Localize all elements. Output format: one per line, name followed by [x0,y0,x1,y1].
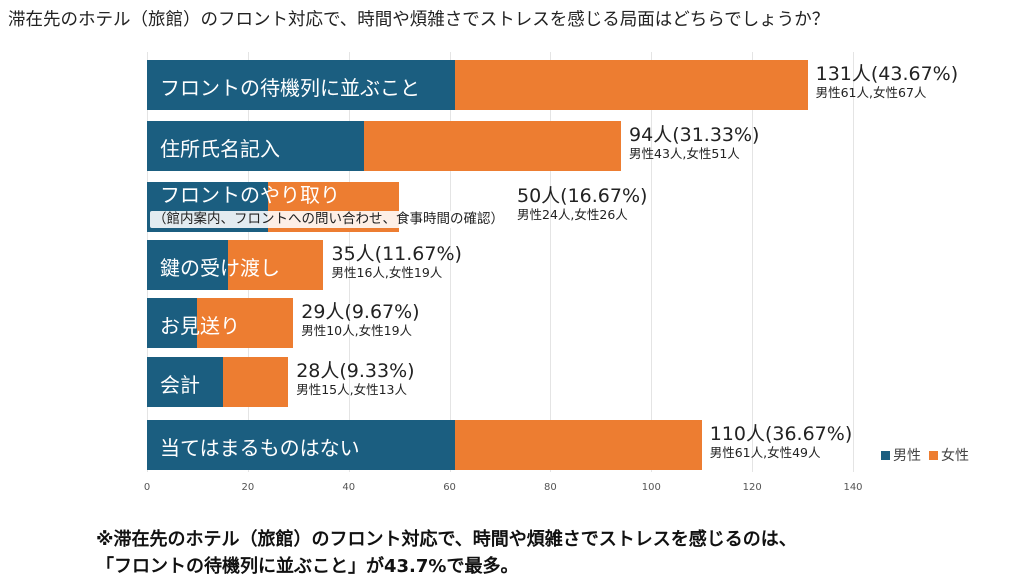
value-label: 110人(36.67%) 男性61人,女性49人 [710,423,853,461]
bar-male [147,298,198,348]
legend-label-male: 男性 [893,448,921,464]
total-label: 28人(9.33%) [296,360,415,382]
gender-breakdown-label: 男性15人,女性13人 [296,382,407,397]
bar-female [454,420,702,470]
gender-breakdown-label: 男性16人,女性19人 [331,265,443,280]
gender-breakdown-label: 男性24人,女性26人 [517,207,628,222]
x-tick-label: 140 [843,482,863,493]
total-label: 94人(31.33%) [629,124,760,146]
legend-swatch-male [881,451,890,460]
total-label: 131人(43.67%) [815,63,959,85]
value-label: 28人(9.33%) 男性15人,女性13人 [296,360,414,398]
category-label: 住所氏名記入 [160,137,280,161]
category-sublabel: （館内案内、フロントへの問い合わせ、食事時間の確認） [150,211,507,228]
value-label: 50人(16.67%) 男性24人,女性26人 [517,185,647,223]
gridline [449,52,451,472]
x-tick-label: 80 [544,482,557,493]
bar-female [197,298,294,348]
legend-swatch-female [929,451,938,460]
value-label: 29人(9.67%) 男性10人,女性19人 [301,301,419,339]
category-label: フロントのやり取り [160,183,340,207]
gender-breakdown-label: 男性61人,女性67人 [815,85,927,100]
category-label: 会計 [160,373,200,397]
bar-female [454,60,808,110]
bar-female [227,240,324,290]
footnote-line-2: 「フロントの待機列に並ぶこと」が43.7%で最多。 [96,556,519,577]
footnote: ※滞在先のホテル（旅館）のフロント対応で、時間や煩雑さでストレスを感じるのは、 … [96,526,797,580]
gender-breakdown-label: 男性10人,女性19人 [301,323,413,338]
bar-female [363,121,621,171]
gridline [348,52,350,472]
x-tick-label: 100 [641,482,661,493]
legend: 男性 女性 [881,445,969,465]
x-tick-label: 0 [143,482,151,493]
value-label: 94人(31.33%) 男性43人,女性51人 [629,124,759,162]
x-tick-label: 40 [342,482,356,493]
legend-item-male: 男性 [881,445,921,465]
value-label: 35人(11.67%) 男性16人,女性19人 [332,243,462,281]
gender-breakdown-label: 男性43人,女性51人 [629,146,740,161]
total-label: 110人(36.67%) [709,423,853,445]
total-label: 29人(9.67%) [301,301,420,323]
x-tick-label: 120 [742,482,762,493]
bar-male [147,357,223,407]
gender-breakdown-label: 男性61人,女性49人 [709,445,821,460]
x-tick-label: 20 [241,482,255,493]
category-label: お見送り [160,314,240,338]
x-tick-label: 60 [443,482,456,493]
gridline [550,52,552,472]
bar-male [147,121,364,171]
bar-male [147,420,455,470]
category-label: 鍵の受け渡し [160,256,280,280]
legend-item-female: 女性 [929,445,969,465]
total-label: 50人(16.67%) [517,185,648,207]
category-label: 当てはまるものはない [160,436,360,460]
category-label: フロントの待機列に並ぶこと [160,76,420,100]
chart-title: 滞在先のホテル（旅館）のフロント対応で、時間や煩雑さでストレスを感じる局面はどち… [8,10,830,30]
gridline [651,52,653,472]
gridline [853,52,854,472]
legend-label-female: 女性 [941,448,969,464]
value-label: 131人(43.67%) 男性61人,女性67人 [816,63,959,101]
total-label: 35人(11.67%) [331,243,462,265]
gridline [752,52,754,472]
bar-male [147,240,228,290]
footnote-line-1: ※滞在先のホテル（旅館）のフロント対応で、時間や煩雑さでストレスを感じるのは、 [96,529,797,550]
bar-female [222,357,289,407]
bar-male [147,60,455,110]
